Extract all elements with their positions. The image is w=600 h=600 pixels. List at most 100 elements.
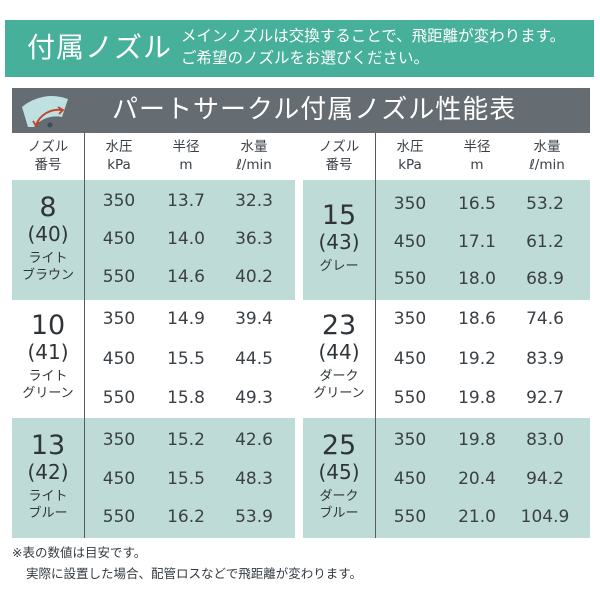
nozzle-alt-number: (42) — [27, 460, 69, 484]
radius-value: 13.7 — [167, 191, 205, 211]
radius-value: 18.6 — [458, 309, 496, 329]
table-row: 550 18.0 68.9 — [303, 260, 590, 298]
nozzle-color-line1: グレー — [319, 259, 359, 274]
flow-value: 39.4 — [235, 309, 273, 329]
nozzle-block-13: 13 (42) ライト ブルー 350 15.2 42.6 450 15.5 4… — [12, 418, 295, 538]
flow-value: 32.3 — [235, 191, 273, 211]
table-row: 450 14.0 36.3 — [12, 220, 295, 258]
header-flow-line1: 水量 — [533, 139, 561, 155]
header-pressure: 水圧 kPa — [379, 138, 441, 174]
flow-value: 104.9 — [520, 507, 570, 527]
footnote-line1: ※表の数値は目安です。 — [12, 545, 147, 560]
nozzle-number: 23 — [321, 310, 357, 341]
header-flow-line1: 水量 — [240, 139, 268, 155]
radius-value: 16.2 — [167, 507, 205, 527]
nozzle-color-line2: グリーン — [22, 386, 74, 401]
part-circle-arc-icon — [22, 96, 68, 128]
pressure-value: 450 — [393, 349, 427, 369]
table-row: 350 16.5 53.2 — [303, 185, 590, 223]
header-flow: 水量 ℓ/min — [218, 138, 290, 174]
table-row: 550 15.8 49.3 — [12, 379, 295, 417]
header-nozzle-line2: 番号 — [34, 157, 62, 173]
radius-value: 15.2 — [167, 430, 205, 450]
table-header: ノズル 番号 水圧 kPa 半径 m 水量 ℓ/min — [303, 133, 590, 179]
flow-value: 61.2 — [526, 232, 564, 252]
nozzle-color-line2: ブルー — [28, 506, 68, 521]
table-row: 550 16.2 53.9 — [12, 498, 295, 536]
nozzle-color-line2: ブルー — [319, 506, 359, 521]
header-nozzle-line1: ノズル — [318, 139, 360, 155]
radius-value: 19.8 — [458, 430, 496, 450]
header-nozzle: ノズル 番号 — [12, 138, 84, 174]
nozzle-block-25: 25 (45) ダーク ブルー 350 19.8 83.0 450 20.4 9… — [303, 418, 590, 538]
header-pressure: 水圧 kPa — [88, 138, 150, 174]
table-title: パートサークル付属ノズル性能表 — [112, 95, 517, 125]
nozzle-number: 10 — [30, 310, 66, 341]
radius-value: 15.5 — [167, 349, 205, 369]
table-row: 450 17.1 61.2 — [303, 223, 590, 261]
flow-value: 42.6 — [235, 430, 273, 450]
column-divider — [375, 133, 376, 538]
banner-desc-line2: ご希望のノズルをお選びください。 — [181, 49, 430, 67]
banner-desc-line1: メインノズルは交換することで、飛距離が変わります。 — [181, 27, 566, 45]
nozzle-block-10: 10 (41) ライト グリーン 350 14.9 39.4 450 15.5 … — [12, 300, 295, 418]
nozzle-number: 25 — [321, 430, 357, 461]
nozzle-alt-number: (44) — [318, 340, 360, 364]
nozzle-color-line1: ライト — [28, 369, 68, 384]
nozzle-color-line1: ダーク — [319, 369, 359, 384]
flow-value: 92.7 — [526, 388, 564, 408]
header-radius-line1: 半径 — [463, 139, 491, 155]
nozzle-color: ライト グリーン — [12, 368, 84, 402]
nozzle-color: ダーク グリーン — [303, 368, 375, 402]
table-row: 450 20.4 94.2 — [303, 460, 590, 498]
table-row: 350 14.9 39.4 — [12, 300, 295, 338]
header-pressure-line1: 水圧 — [105, 139, 133, 155]
pressure-value: 450 — [102, 229, 136, 249]
nozzle-color-line1: ダーク — [319, 489, 359, 504]
header-pressure-line1: 水圧 — [396, 139, 424, 155]
flow-value: 83.0 — [526, 430, 564, 450]
nozzle-table-left: ノズル 番号 水圧 kPa 半径 m 水量 ℓ/min 8 (40) ライト ブ… — [12, 133, 295, 538]
pressure-value: 350 — [102, 191, 136, 211]
nozzle-color-line2: グリーン — [313, 386, 365, 401]
pressure-value: 550 — [393, 388, 427, 408]
pressure-value: 350 — [393, 194, 427, 214]
pressure-value: 550 — [102, 267, 136, 287]
table-row: 350 15.2 42.6 — [12, 421, 295, 459]
pressure-value: 550 — [393, 507, 427, 527]
nozzle-alt-number: (43) — [318, 230, 360, 254]
flow-value: 44.5 — [235, 349, 273, 369]
radius-value: 18.0 — [458, 269, 496, 289]
flow-value: 83.9 — [526, 349, 564, 369]
nozzle-color-line2: ブラウン — [21, 268, 74, 283]
header-flow-line2: ℓ/min — [529, 157, 565, 173]
table-row: 450 19.2 83.9 — [303, 340, 590, 378]
header-radius-line2: m — [470, 157, 484, 173]
nozzle-label: 10 (41) ライト グリーン — [12, 312, 84, 402]
header-nozzle: ノズル 番号 — [303, 138, 375, 174]
radius-value: 15.5 — [167, 469, 205, 489]
pressure-value: 350 — [102, 309, 136, 329]
nozzle-color: ライト ブラウン — [12, 250, 84, 284]
banner-title: 付属ノズル — [27, 31, 173, 64]
flow-value: 68.9 — [526, 269, 564, 289]
banner-description: メインノズルは交換することで、飛距離が変わります。 ご希望のノズルをお選びくださ… — [181, 25, 565, 69]
flow-value: 40.2 — [235, 267, 273, 287]
header-radius-line1: 半径 — [172, 139, 200, 155]
nozzle-number: 8 — [39, 192, 57, 223]
flow-value: 94.2 — [526, 469, 564, 489]
pressure-value: 550 — [102, 507, 136, 527]
header-pressure-line2: kPa — [107, 157, 131, 173]
table-row: 350 19.8 83.0 — [303, 421, 590, 459]
pressure-value: 450 — [102, 349, 136, 369]
flow-value: 53.9 — [235, 507, 273, 527]
table-row: 350 18.6 74.6 — [303, 300, 590, 338]
nozzle-alt-number: (41) — [27, 340, 69, 364]
nozzle-color: ダーク ブルー — [303, 488, 375, 522]
flow-value: 48.3 — [235, 469, 273, 489]
flow-value: 49.3 — [235, 388, 273, 408]
pressure-value: 450 — [393, 232, 427, 252]
nozzle-table-right: ノズル 番号 水圧 kPa 半径 m 水量 ℓ/min 15 (43) グレー … — [303, 133, 590, 538]
radius-value: 21.0 — [458, 507, 496, 527]
radius-value: 14.6 — [167, 267, 205, 287]
